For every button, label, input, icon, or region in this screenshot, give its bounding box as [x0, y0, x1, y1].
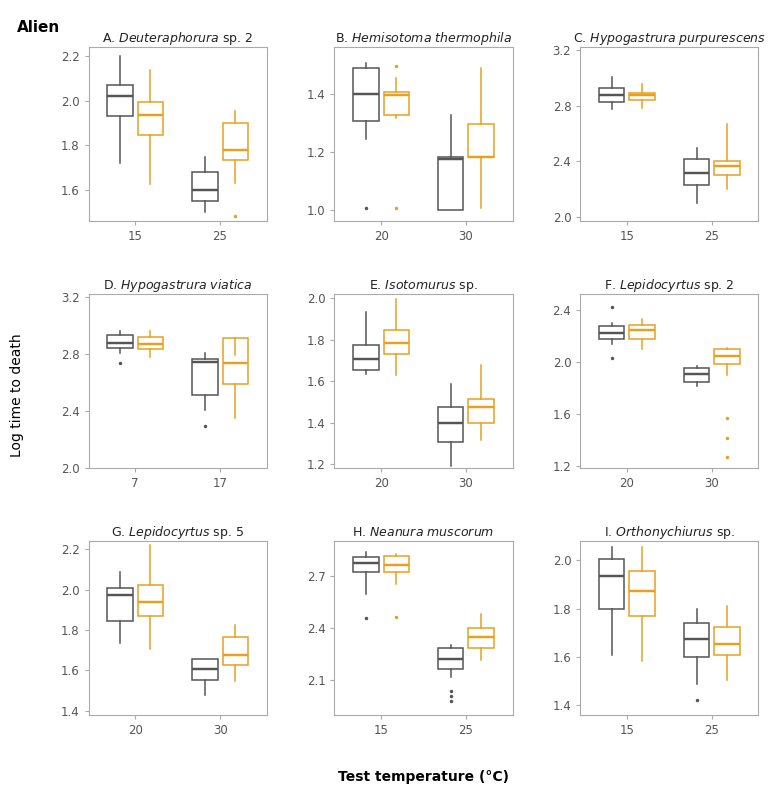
- Bar: [192, 359, 217, 396]
- Bar: [468, 124, 494, 157]
- Bar: [353, 557, 379, 573]
- Bar: [684, 367, 709, 382]
- Title: C. $\it{Hypogastrura\ purpurescens}$: C. $\it{Hypogastrura\ purpurescens}$: [573, 31, 766, 47]
- Bar: [223, 637, 248, 665]
- Bar: [468, 399, 494, 423]
- Title: G. $\it{Lepidocyrtus}$ sp. 5: G. $\it{Lepidocyrtus}$ sp. 5: [111, 524, 244, 540]
- Bar: [630, 571, 655, 616]
- Bar: [107, 588, 132, 621]
- Bar: [684, 159, 709, 185]
- Bar: [715, 626, 740, 655]
- Bar: [438, 648, 464, 669]
- Bar: [353, 68, 379, 122]
- Bar: [630, 325, 655, 339]
- Bar: [684, 623, 709, 657]
- Bar: [715, 349, 740, 363]
- Bar: [383, 92, 409, 115]
- Title: F. $\it{Lepidocyrtus}$ sp. 2: F. $\it{Lepidocyrtus}$ sp. 2: [604, 276, 735, 294]
- Bar: [138, 585, 163, 616]
- Bar: [438, 407, 464, 442]
- Bar: [468, 628, 494, 648]
- Title: I. $\it{Orthonychiurus}$ sp.: I. $\it{Orthonychiurus}$ sp.: [604, 524, 735, 540]
- Title: A. $\it{Deuteraphorura}$ sp. 2: A. $\it{Deuteraphorura}$ sp. 2: [102, 30, 253, 47]
- Bar: [138, 337, 163, 349]
- Text: Alien: Alien: [17, 20, 60, 35]
- Bar: [630, 92, 655, 100]
- Bar: [107, 85, 132, 116]
- Bar: [599, 326, 624, 339]
- Bar: [715, 160, 740, 175]
- Title: D. $\it{Hypogastrura\ viatica}$: D. $\it{Hypogastrura\ viatica}$: [103, 276, 253, 294]
- Bar: [223, 123, 248, 160]
- Bar: [353, 345, 379, 370]
- Text: Log time to death: Log time to death: [10, 333, 24, 457]
- Bar: [107, 335, 132, 348]
- Bar: [192, 172, 217, 201]
- Title: H. $\it{Neanura\ muscorum}$: H. $\it{Neanura\ muscorum}$: [353, 525, 494, 539]
- Bar: [223, 338, 248, 384]
- Bar: [438, 157, 464, 209]
- Bar: [599, 88, 624, 103]
- Bar: [192, 660, 217, 679]
- Bar: [383, 556, 409, 571]
- Title: E. $\it{Isotomurus}$ sp.: E. $\it{Isotomurus}$ sp.: [369, 278, 478, 294]
- Bar: [383, 330, 409, 354]
- Bar: [138, 102, 163, 135]
- Bar: [599, 559, 624, 609]
- Text: Test temperature (°C): Test temperature (°C): [338, 769, 509, 784]
- Title: B. $\it{Hemisotoma\ thermophila}$: B. $\it{Hemisotoma\ thermophila}$: [335, 30, 512, 47]
